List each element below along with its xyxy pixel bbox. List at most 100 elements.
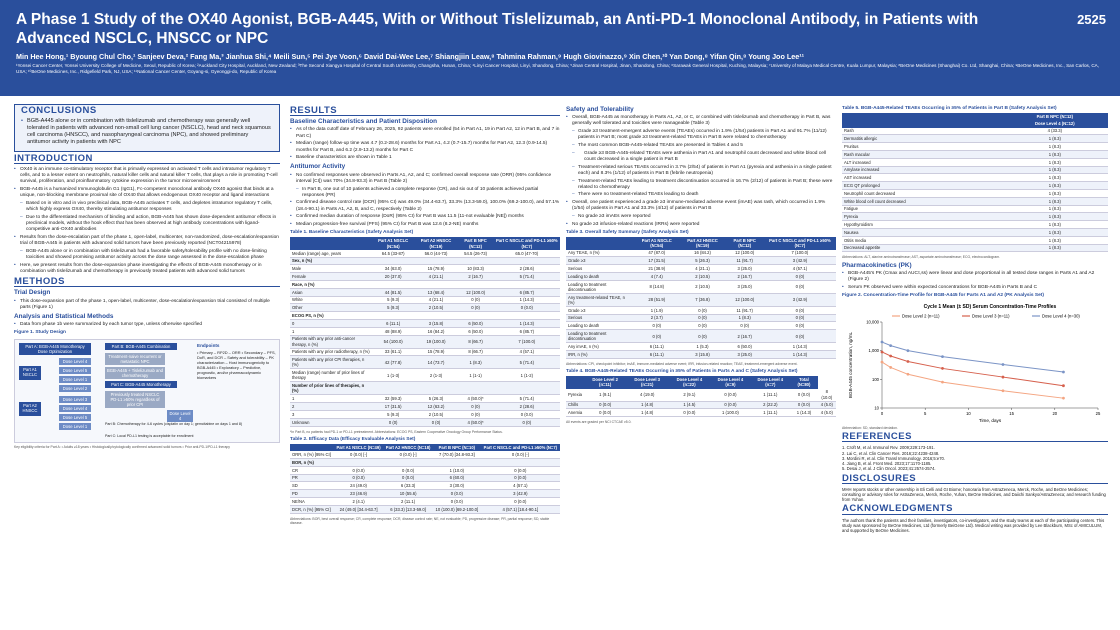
table-cell: 33 (61.1) [371, 348, 415, 357]
table-cell [371, 311, 415, 321]
endpoints-heading: Endpoints [197, 342, 220, 348]
safety-subitem: There were no treatment-related TEAEs le… [566, 192, 836, 198]
table-cell: 0 (0) [457, 410, 494, 419]
table-cell: Otitis media [842, 236, 1002, 245]
table-cell: Pruritus [842, 142, 1002, 151]
table-cell: 0 (0) [763, 272, 836, 281]
data-point [880, 350, 884, 354]
table-header [290, 444, 334, 452]
table-cell: 3 [290, 410, 372, 419]
table-cell: Fatigue [842, 205, 1002, 214]
references-list: 1. Croft M, et al. Immunol Rev. 2009;229… [842, 445, 1108, 471]
table-cell: 0 (0.0) [383, 474, 433, 483]
table-cell: Grade ≥3 [566, 306, 634, 315]
data-point [1001, 389, 1005, 393]
table2-footnote: Abbreviations: BOR, best overall respons… [290, 516, 550, 525]
results-item: Median (range) follow-up time was 4.7 (0… [290, 141, 560, 153]
table-cell: 1 (8.3) [1001, 150, 1108, 159]
table-row: Leading to treatment discontinuation 8 (1… [566, 280, 836, 294]
table-cell: 8 (10.0) [817, 388, 836, 402]
table-cell: SD [290, 481, 334, 491]
safety-subitem: Grade ≥3 BGB-A445-related TEAEs were ast… [566, 151, 836, 163]
data-point [1062, 396, 1065, 400]
safety-item: No grade ≥3 infusion-related reactions (… [566, 222, 836, 228]
table-cell: 28 (51.9) [633, 293, 680, 307]
intro-subitem: Due to the differentiated mechanism of b… [14, 215, 280, 234]
eligibility-note: Key eligibility criteria for Part A: • A… [14, 444, 230, 449]
table-cell: 1 [290, 327, 372, 336]
table-cell [371, 257, 415, 266]
table3-footnote: Abbreviations: CPI, checkpoint inhibitor… [566, 361, 798, 366]
table-row: Leading to death 4 (7.4) 2 (10.5) 2 (16.7) 0… [566, 272, 836, 281]
table-cell: 56.0 (44-73) [414, 249, 458, 258]
table-cell: 6 (60.0) [433, 474, 481, 483]
table-cell: 0 (0.0) [480, 474, 560, 483]
table-cell: 0 (0.0) [790, 388, 818, 402]
table-cell: BOR, n (%) [290, 458, 334, 467]
figure2-footnote: Abbreviation: SD, standard deviation. [842, 426, 898, 431]
intro-heading: INTRODUCTION [14, 153, 280, 164]
table-cell: 3 (25.0) [725, 264, 764, 273]
table-cell: 0 (0.0) [383, 466, 433, 475]
table-cell: 4 (50.0)* [457, 394, 494, 404]
table-cell: Pyrexia [566, 388, 585, 402]
table-cell: 6 (11.1) [633, 342, 680, 351]
table-cell: 2 (22.2) [750, 401, 791, 410]
table-cell: 1 (8.3) [1001, 236, 1108, 245]
table-cell: 0 (0.0) [480, 466, 560, 475]
table-cell: 6 (85.7) [493, 327, 560, 336]
table-row: Median (range) age, years 64.5 (33-87) 56.… [290, 249, 560, 258]
table1-caption: Table 1. Baseline Characteristics (Safet… [290, 230, 414, 236]
x-tick-label: 20 [1052, 411, 1057, 416]
table-cell: 5 (71.4) [493, 355, 560, 370]
table-cell: 0 (0.0) [493, 410, 560, 419]
table-cell: 1 (14.3) [790, 408, 818, 418]
table-cell: 1 (1-3) [371, 368, 415, 383]
partB-box: Part B: BGB-A445 Combination [105, 342, 177, 350]
table-cell: 0 (0) [457, 303, 494, 313]
table-cell: AST increased [842, 173, 1002, 183]
table-row: 1 32 (59.3) 5 (26.3) 4 (50.0)* 5 (71.4) [290, 394, 560, 404]
results-item: Baseline characteristics are shown in Ta… [290, 155, 560, 161]
table-cell: 54.5 (26-73) [457, 249, 494, 258]
table-cell: 3 (15.8) [414, 319, 458, 328]
table-cell: Hypothyroidism [842, 220, 1002, 229]
table-row: Unknown 0 (0) 0 (0) 4 (50.0)* 0 (0) [290, 418, 560, 427]
table-cell: 20 (37.0) [371, 272, 415, 282]
safety-subitem: The most common BGB-A445-related TEAEs a… [566, 143, 836, 149]
table-cell [371, 381, 415, 396]
table-row: White 5 (9.3) 4 (21.1) 0 (0) 1 (14.3) [290, 296, 560, 305]
table-cell: 1 [290, 394, 372, 404]
table-cell: 1 (8.3) [1001, 220, 1108, 229]
data-point [880, 360, 884, 364]
table-row: Grade ≥3 1 (1.9) 0 (0) 11 (91.7) 0 (0) [566, 306, 836, 315]
table-cell: 0 (0) [633, 321, 680, 331]
table-cell [480, 458, 560, 467]
dose-level-box: Dose Level 4 [59, 357, 91, 365]
table-cell: 3 (30.0) [433, 481, 481, 491]
teae-table-parts-ac: Dose Level 2 (n=11) Dose Level 3 (n=21) Do… [566, 376, 836, 418]
table-cell [414, 311, 458, 321]
table-cell [371, 280, 415, 289]
intro-list: OX40 is an immune co-stimulatory recepto… [14, 167, 280, 275]
table-cell: 34 (63.0) [371, 264, 415, 274]
combo-box: BGB-A445 + Tislelizumab and chemotherapy [105, 366, 165, 379]
table-cell: 24 (49.0) [333, 481, 384, 491]
table-row: 1 48 (88.9) 16 (84.2) 6 (50.0) 6 (85.7) [290, 327, 560, 336]
table-cell: 2 (10.5) [679, 272, 726, 281]
table-cell: Sex, n (%) [290, 257, 372, 266]
table-cell: 7 (100.0) [493, 335, 560, 349]
table-cell: 2 (10.5) [679, 280, 726, 294]
baseline-table: Part A1 NSCLC (N=54) Part A2 HNSCC (N=19)… [290, 237, 560, 427]
table-cell: 32 (59.3) [371, 394, 415, 404]
data-point [941, 367, 944, 370]
table-row: Nausea 1 (8.3) [842, 228, 1108, 237]
references-heading: REFERENCES [842, 432, 1108, 443]
table-cell: 0 (0) [457, 402, 494, 412]
conclusions-heading: CONCLUSIONS [21, 105, 97, 116]
table-row: Number of prior lines of therapies, n (%… [290, 381, 560, 396]
data-point [1062, 370, 1065, 374]
table-cell: 0 (0) [763, 314, 836, 323]
data-point [889, 354, 893, 358]
table-header [566, 376, 585, 389]
